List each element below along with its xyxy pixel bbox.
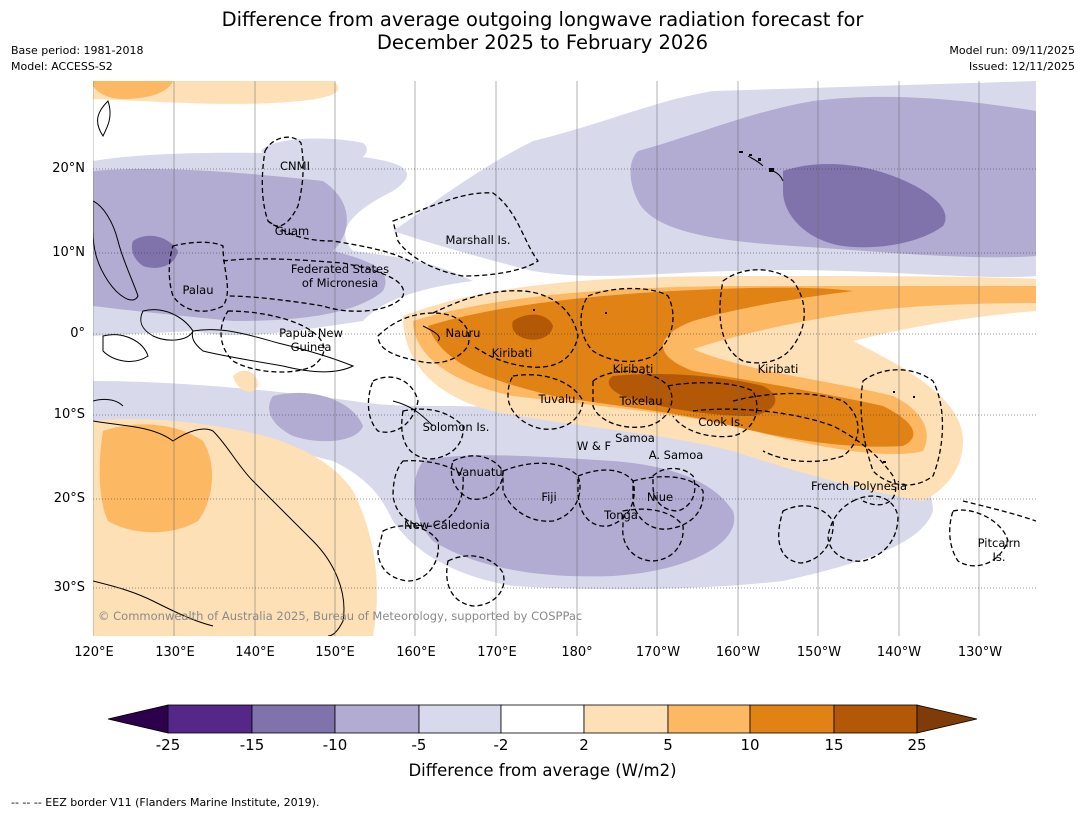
colorbar-segment-8 bbox=[749, 704, 835, 734]
graticule-meridians bbox=[93, 81, 980, 636]
lon-label-140w: 140°W bbox=[876, 645, 922, 660]
lat-label-30s: 30°S bbox=[53, 580, 85, 595]
region-label-new-caledonia: New Caledonia bbox=[404, 518, 490, 532]
region-label-solomon-is: Solomon Is. bbox=[422, 420, 490, 434]
lon-label-170w: 170°W bbox=[635, 645, 681, 660]
lon-label-160e: 160°E bbox=[396, 645, 436, 660]
region-label-png: Papua New Guinea bbox=[279, 326, 343, 354]
copyright-notice: © Commonwealth of Australia 2025, Bureau… bbox=[98, 609, 583, 623]
region-label-pitcairn-is: Pitcairn Is. bbox=[977, 536, 1021, 564]
colorbar-tick-3: -10 bbox=[322, 736, 348, 754]
map-panel bbox=[93, 81, 1036, 636]
region-label-kiribati-central: Kiribati bbox=[612, 362, 654, 376]
colorbar-tick-2: -15 bbox=[239, 736, 265, 754]
colorbar-tick-10: 25 bbox=[907, 736, 927, 754]
lat-label-20n: 20°N bbox=[52, 161, 85, 176]
colorbar-tick-6: 2 bbox=[579, 736, 589, 754]
colorbar-segment-4 bbox=[418, 704, 502, 734]
lat-label-0: 0° bbox=[70, 326, 85, 341]
lon-label-140e: 140°E bbox=[235, 645, 275, 660]
issued-text: Issued: 12/11/2025 bbox=[968, 60, 1075, 73]
eez-borders bbox=[168, 136, 1036, 607]
lon-label-150w: 150°W bbox=[796, 645, 842, 660]
lon-label-130w: 130°W bbox=[957, 645, 1003, 660]
colorbar-segment-9 bbox=[833, 704, 918, 734]
region-label-tuvalu: Tuvalu bbox=[538, 392, 576, 406]
colorbar bbox=[107, 704, 978, 734]
lon-label-150e: 150°E bbox=[315, 645, 355, 660]
lon-label-130e: 130°E bbox=[155, 645, 195, 660]
map-svg bbox=[93, 81, 1036, 636]
anomaly-layer-strong-negative bbox=[131, 164, 946, 268]
colorbar-extend-low bbox=[107, 704, 169, 734]
region-label-guam: Guam bbox=[274, 224, 310, 238]
model-run-text: Model run: 09/11/2025 bbox=[949, 44, 1075, 57]
lon-label-180: 180° bbox=[561, 645, 593, 660]
region-label-fiji: Fiji bbox=[541, 490, 557, 504]
graticule bbox=[93, 168, 1036, 589]
lat-label-20s: 20°S bbox=[53, 491, 85, 506]
region-label-niue: Niue bbox=[646, 490, 674, 504]
region-label-vanuatu: Vanuatu bbox=[455, 465, 503, 479]
model-text: Model: ACCESS-S2 bbox=[11, 60, 113, 73]
colorbar-tick-7: 5 bbox=[663, 736, 673, 754]
region-label-cnmi: CNMI bbox=[280, 159, 310, 173]
meta-left: Base period: 1981-2018 Model: ACCESS-S2 bbox=[11, 43, 143, 75]
colorbar-segment-3 bbox=[334, 704, 420, 734]
lat-label-10n: 10°N bbox=[52, 245, 85, 260]
title-line-1: Difference from average outgoing longwav… bbox=[221, 8, 864, 31]
colorbar-tick-1: -25 bbox=[155, 736, 181, 754]
region-label-samoa: Samoa bbox=[615, 431, 655, 445]
region-label-kiribati-east: Kiribati bbox=[757, 362, 799, 376]
region-label-palau: Palau bbox=[182, 283, 214, 297]
colorbar-title: Difference from average (W/m2) bbox=[408, 761, 677, 780]
lon-label-170e: 170°E bbox=[477, 645, 517, 660]
lon-label-120e: 120°E bbox=[74, 645, 114, 660]
region-label-tokelau: Tokelau bbox=[619, 394, 663, 408]
colorbar-tick-8: 10 bbox=[740, 736, 760, 754]
region-label-a-samoa: A. Samoa bbox=[648, 448, 704, 462]
colorbar-segment-1 bbox=[167, 704, 253, 734]
colorbar-segment-2 bbox=[251, 704, 336, 734]
colorbar-tick-9: 15 bbox=[824, 736, 844, 754]
title-line-2: December 2025 to February 2026 bbox=[376, 31, 709, 54]
colorbar-tick-5: -2 bbox=[493, 736, 509, 754]
region-label-fsm: Federated States of Micronesia bbox=[290, 262, 390, 290]
base-period-text: Base period: 1981-2018 bbox=[11, 44, 144, 57]
eez-footnote: -- -- -- EEZ border V11 (Flanders Marine… bbox=[11, 796, 320, 809]
lon-label-160w: 160°W bbox=[715, 645, 761, 660]
colorbar-extend-high bbox=[916, 704, 978, 734]
meta-right: Model run: 09/11/2025 Issued: 12/11/2025 bbox=[949, 43, 1075, 75]
colorbar-segment-7 bbox=[667, 704, 751, 734]
colorbar-segment-5 bbox=[500, 704, 585, 734]
region-label-nauru: Nauru bbox=[445, 326, 481, 340]
region-label-marshall-is: Marshall Is. bbox=[445, 233, 511, 247]
region-label-french-polynesia: French Polynesia bbox=[810, 479, 908, 493]
region-label-cook-is: Cook Is. bbox=[698, 415, 744, 429]
chart-title: Difference from average outgoing longwav… bbox=[0, 8, 1085, 54]
lat-label-10s: 10°S bbox=[53, 407, 85, 422]
region-label-w-and-f: W & F bbox=[576, 439, 612, 453]
region-label-tonga: Tonga bbox=[604, 508, 638, 522]
islands bbox=[533, 151, 915, 463]
colorbar-segment-6 bbox=[583, 704, 669, 734]
colorbar-tick-4: -5 bbox=[411, 736, 427, 754]
coastlines bbox=[93, 100, 784, 636]
region-label-kiribati-west: Kiribati bbox=[491, 346, 533, 360]
